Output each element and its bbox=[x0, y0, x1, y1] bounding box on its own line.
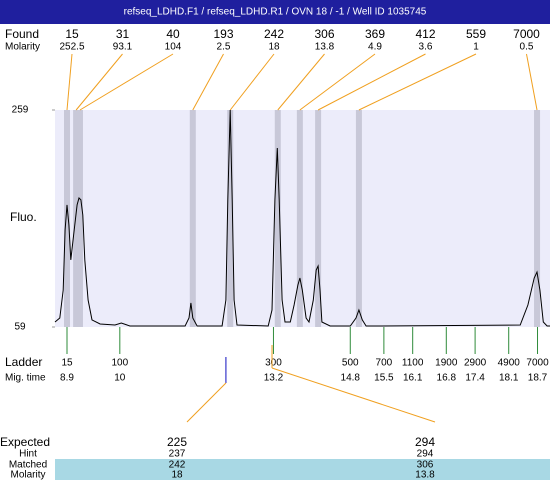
found-size: 412 bbox=[415, 27, 435, 41]
y-tick-label: 259 bbox=[12, 105, 29, 116]
found-connector bbox=[299, 53, 376, 111]
found-molarity: 13.8 bbox=[315, 42, 335, 53]
found-size: 15 bbox=[65, 27, 79, 41]
found-size: 31 bbox=[116, 27, 130, 41]
peak-band bbox=[73, 110, 80, 327]
found-molarity: 0.5 bbox=[520, 42, 534, 53]
found-size: 242 bbox=[264, 27, 284, 41]
found-size: 369 bbox=[365, 27, 385, 41]
ladder-size: 1100 bbox=[402, 358, 424, 369]
ladder-size: 100 bbox=[111, 358, 128, 369]
found-molarity: 2.5 bbox=[217, 42, 231, 53]
ladder-time: 13.2 bbox=[264, 373, 284, 384]
peak-band bbox=[189, 110, 196, 327]
molarity-label: Molarity bbox=[5, 42, 40, 53]
peak-band bbox=[355, 110, 362, 327]
expected-molarity: 18 bbox=[171, 470, 183, 480]
found-connector bbox=[277, 53, 325, 111]
found-connector bbox=[192, 53, 224, 111]
found-molarity: 93.1 bbox=[113, 42, 133, 53]
hint-value: 237 bbox=[169, 449, 186, 460]
matched-bg bbox=[55, 459, 550, 480]
expected-connector bbox=[186, 382, 227, 423]
ladder-time: 15.5 bbox=[374, 373, 394, 384]
peak-band bbox=[315, 110, 322, 327]
expected-molarity: 13.8 bbox=[415, 470, 435, 480]
found-size: 193 bbox=[213, 27, 233, 41]
ladder-size: 2900 bbox=[464, 358, 487, 369]
ladder-time: 16.1 bbox=[403, 373, 423, 384]
ladder-time: 18.7 bbox=[528, 373, 548, 384]
ladder-time: 14.8 bbox=[341, 373, 361, 384]
peak-band bbox=[64, 110, 71, 327]
ladder-size: 500 bbox=[342, 358, 359, 369]
header-bar bbox=[0, 0, 550, 24]
ladder-size: 7000 bbox=[526, 358, 549, 369]
found-label: Found bbox=[5, 27, 39, 41]
found-connector bbox=[358, 53, 477, 111]
matched-row-label: Matched bbox=[9, 460, 47, 471]
found-molarity: 1 bbox=[473, 42, 479, 53]
peak-band bbox=[227, 110, 234, 327]
ladder-time: 17.4 bbox=[465, 373, 485, 384]
peak-band bbox=[534, 110, 541, 327]
found-connector bbox=[75, 53, 123, 111]
ladder-time: 16.8 bbox=[437, 373, 457, 384]
ladder-size: 300 bbox=[265, 358, 282, 369]
found-size: 559 bbox=[466, 27, 486, 41]
found-molarity: 18 bbox=[268, 42, 280, 53]
found-molarity: 104 bbox=[165, 42, 182, 53]
expected-connector bbox=[271, 367, 436, 423]
expected-value: 225 bbox=[167, 435, 187, 449]
ladder-time: 10 bbox=[114, 373, 126, 384]
peak-band bbox=[76, 110, 83, 327]
peak-band bbox=[296, 110, 303, 327]
time-label: Mig. time bbox=[5, 373, 46, 384]
found-molarity: 3.6 bbox=[419, 42, 433, 53]
found-size: 7000 bbox=[513, 27, 540, 41]
found-molarity: 252.5 bbox=[59, 42, 84, 53]
found-molarity: 4.9 bbox=[368, 42, 382, 53]
matched-value: 242 bbox=[169, 460, 186, 471]
ladder-size: 4900 bbox=[498, 358, 521, 369]
found-connector bbox=[526, 53, 538, 111]
trace bbox=[54, 109, 550, 327]
ladder-time: 18.1 bbox=[499, 373, 519, 384]
ladder-time: 8.9 bbox=[60, 373, 74, 384]
ladder-size: 1900 bbox=[435, 358, 458, 369]
matched-value: 306 bbox=[417, 460, 434, 471]
found-size: 40 bbox=[166, 27, 180, 41]
peak-band bbox=[274, 110, 281, 327]
y-axis-label: Fluo. bbox=[10, 210, 37, 224]
found-connector bbox=[79, 53, 174, 111]
hint-value: 294 bbox=[417, 449, 434, 460]
y-tick-label: 59 bbox=[14, 322, 26, 333]
found-connector bbox=[229, 53, 275, 111]
expected-label: Expected bbox=[0, 435, 50, 449]
ladder-label: Ladder bbox=[5, 355, 42, 369]
header-title: refseq_LDHD.F1 / refseq_LDHD.R1 / OVN 18… bbox=[124, 7, 427, 18]
expected-molarity-label: Molarity bbox=[10, 470, 45, 480]
found-connector bbox=[317, 53, 426, 111]
hint-label: Hint bbox=[19, 449, 37, 460]
ladder-size: 15 bbox=[61, 358, 73, 369]
found-connector bbox=[66, 53, 73, 111]
found-size: 306 bbox=[314, 27, 334, 41]
ladder-size: 700 bbox=[376, 358, 393, 369]
expected-value: 294 bbox=[415, 435, 435, 449]
